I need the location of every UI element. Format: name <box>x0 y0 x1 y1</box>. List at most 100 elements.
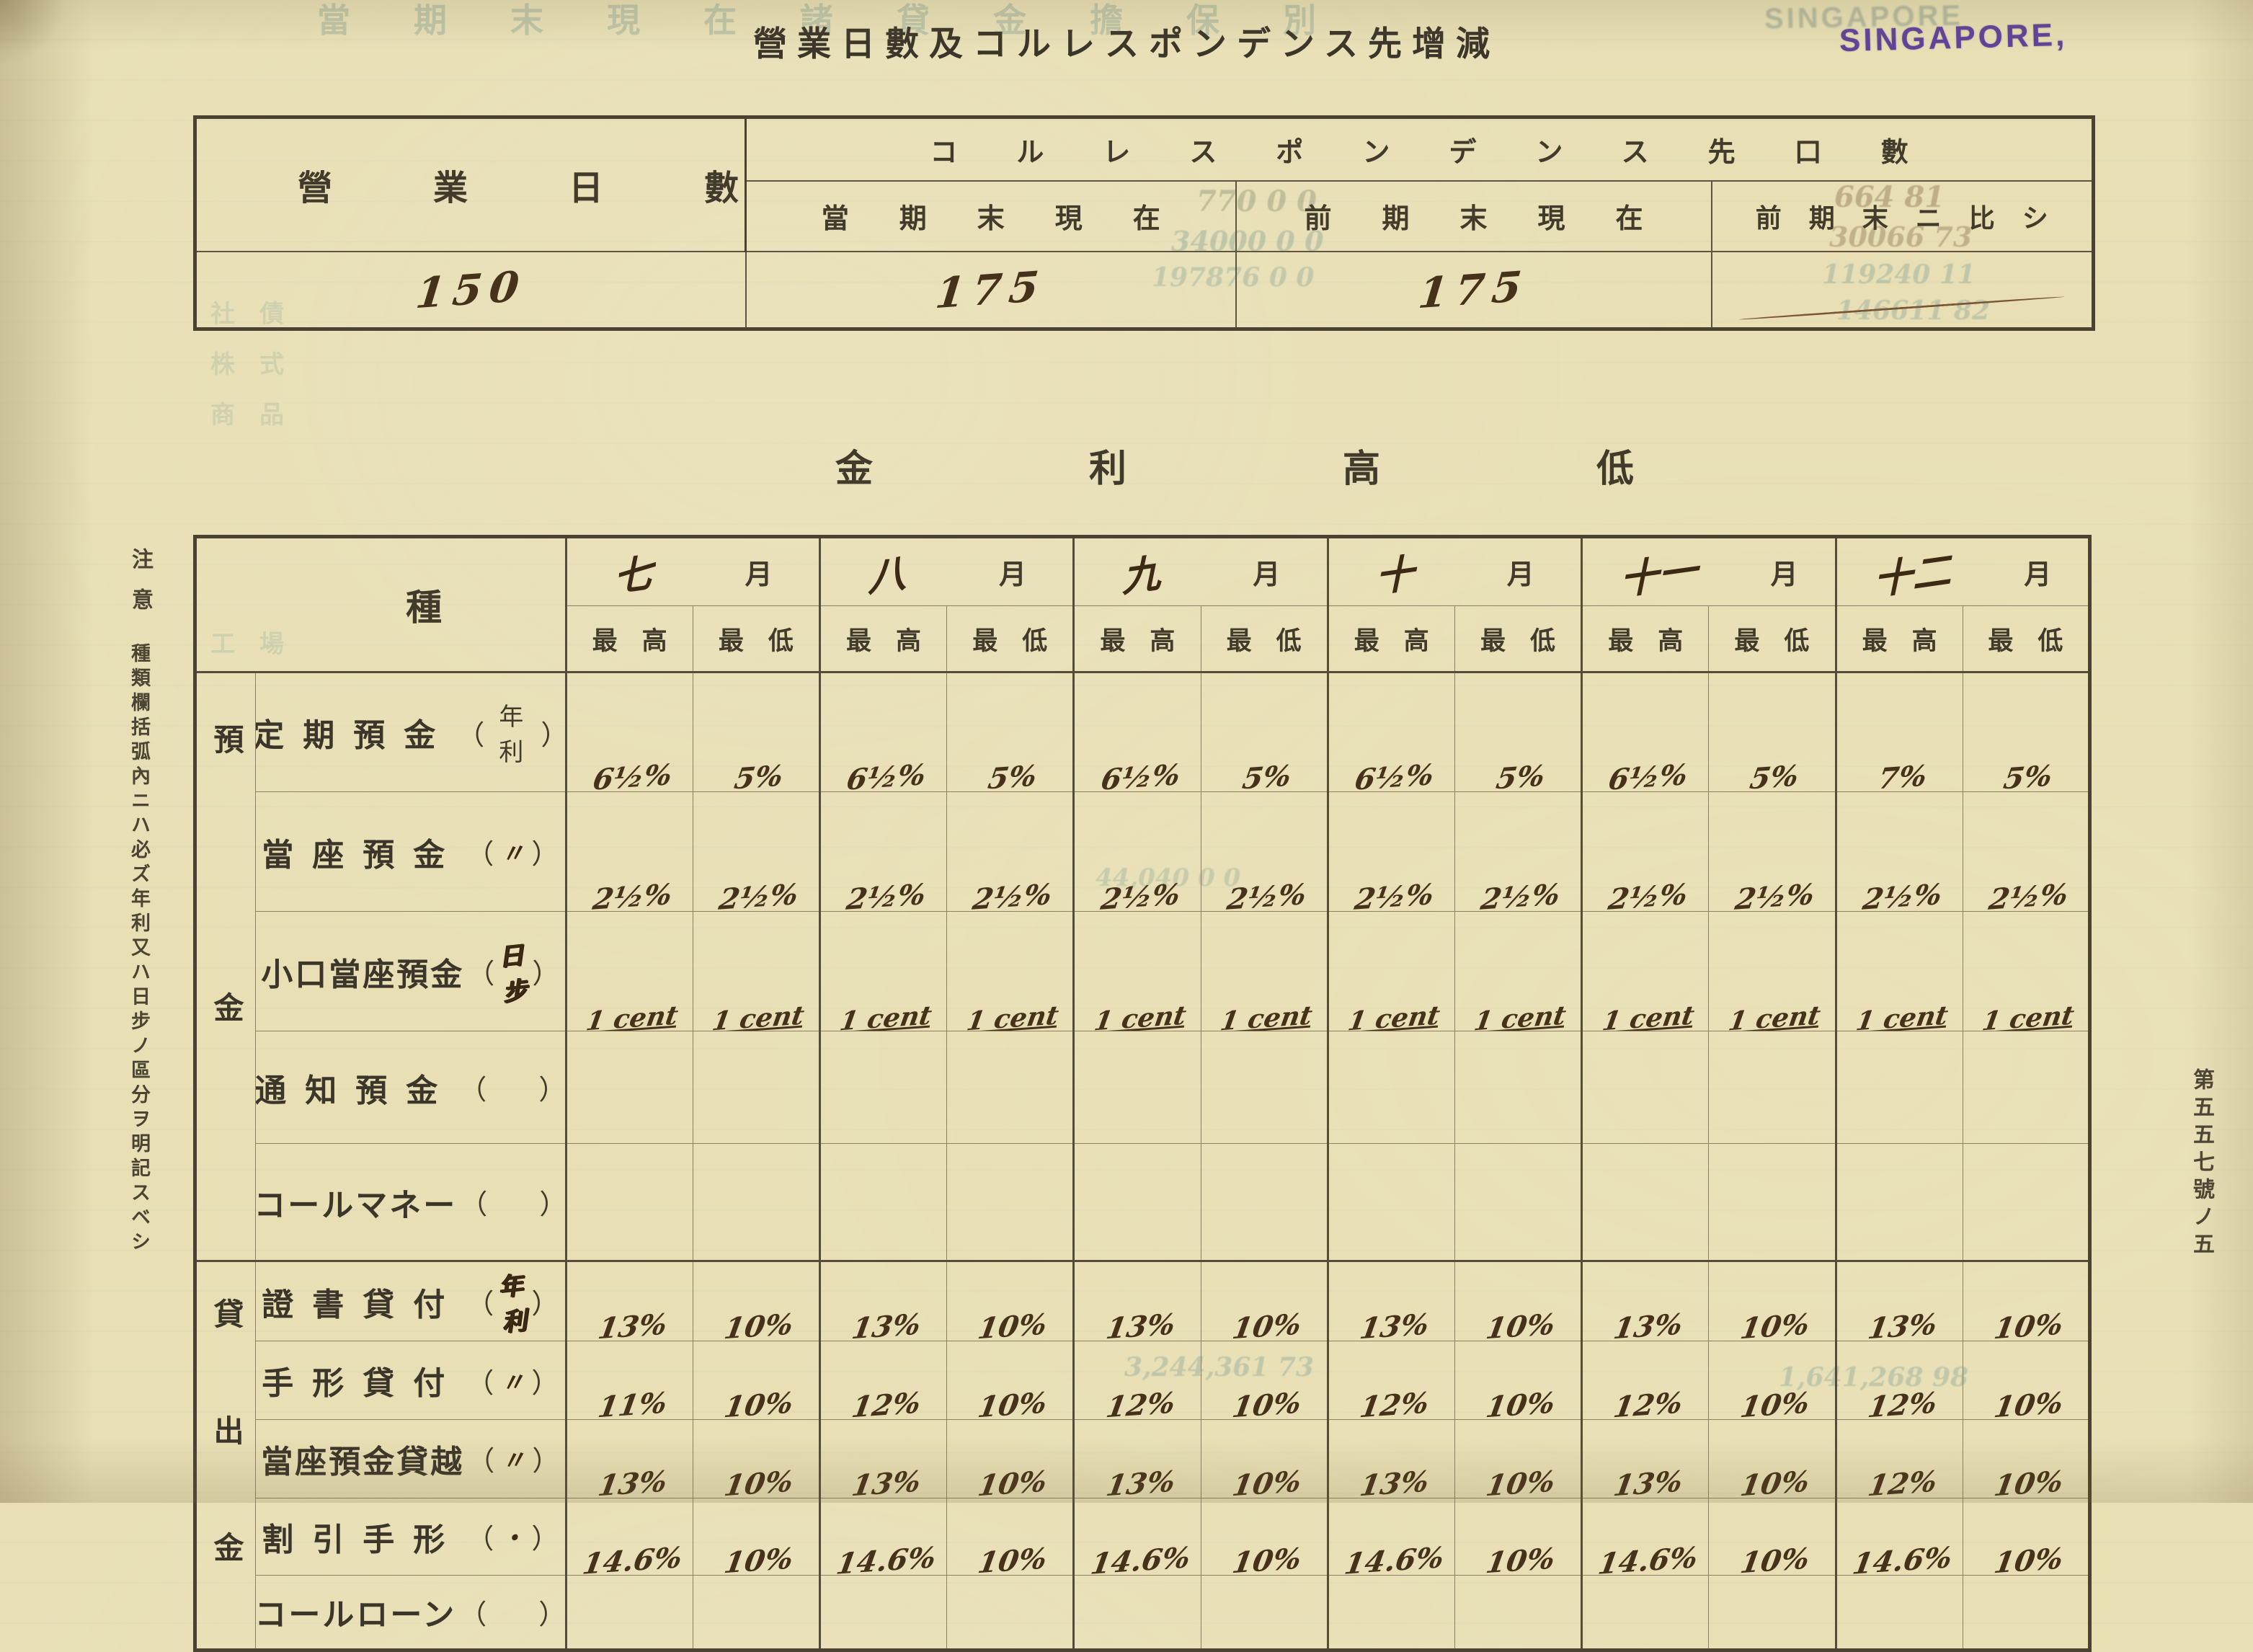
subheader-min: 最低 <box>1962 605 2091 673</box>
rate-cell: 13% <box>1581 1418 1710 1498</box>
row-label: 割引手形（・） <box>255 1497 567 1576</box>
group-deposits: 預金 <box>194 672 257 1261</box>
rate-cell: 10% <box>1962 1341 2091 1420</box>
rate-cell <box>1834 1030 1963 1145</box>
rate-cell <box>564 1030 693 1145</box>
month-november: 十一月 <box>1581 536 1836 606</box>
rate-cell <box>1581 1143 1710 1261</box>
rate-cell: 2½% <box>1581 791 1710 912</box>
rate-cell: 13% <box>564 1418 693 1498</box>
bleedthrough-label: 株式 <box>210 352 308 378</box>
change-value-cell <box>1710 250 2094 330</box>
col-previous-period-end: 前期末現在 <box>1235 179 1712 252</box>
rate-cell <box>1834 1574 1963 1651</box>
rate-cell: 13% <box>1072 1259 1201 1342</box>
rate-row-call-loans: コールローン（） <box>195 1574 2091 1651</box>
rate-cell: 5% <box>1200 672 1328 792</box>
rate-cell: 5% <box>1962 672 2091 792</box>
rate-cell: 13% <box>818 1418 948 1498</box>
rate-cell: 10% <box>1454 1497 1583 1576</box>
rate-row-discounted-bills: 割引手形（・） 14.6% 10% 14.6% 10% 14.6% 10% 14… <box>195 1497 2091 1576</box>
rate-cell: 1 cent <box>1326 911 1455 1031</box>
rate-cell: 2½% <box>1200 791 1328 912</box>
col-change-vs-previous: 前期末ニ比シ <box>1710 179 2094 252</box>
rate-cell: 10% <box>692 1259 820 1342</box>
kind-header-cell: 種類 <box>195 536 567 673</box>
month-august: 八月 <box>818 536 1075 606</box>
rate-cell: 6½% <box>564 672 693 792</box>
rates-section-title: 金利高低 <box>835 449 1850 490</box>
margin-note-text: 種類欄括弧內ニハ必ズ年利又ハ日步ノ區分ヲ明記スベシ <box>128 643 150 1256</box>
row-label: 當座預金貸越（〃） <box>255 1418 567 1498</box>
no-change-slash-mark <box>1738 296 2065 321</box>
rate-cell <box>1962 1143 2091 1261</box>
rate-cell: 12% <box>1834 1341 1963 1420</box>
rate-row-bill-loans: 手形貸付（〃） 11% 10% 12% 10% 12% 10% 12% 10% … <box>195 1341 2091 1420</box>
rate-cell <box>1454 1030 1583 1145</box>
rate-cell: 13% <box>1326 1259 1455 1342</box>
rate-cell: 6½% <box>1581 672 1710 792</box>
rate-cell <box>1708 1574 1836 1651</box>
subheader-max: 最高 <box>818 605 948 673</box>
subheader-min: 最低 <box>1708 605 1836 673</box>
correspondents-header: コルレスポンデンス先口數 <box>745 116 2094 182</box>
row-label: 證書貸付（年利） <box>255 1259 567 1342</box>
rate-cell: 10% <box>1708 1497 1836 1576</box>
rate-row-call-money: コールマネー（） <box>195 1143 2091 1261</box>
rate-cell: 2½% <box>1454 791 1583 912</box>
rate-cell: 2½% <box>692 791 820 912</box>
row-label: 通知預金（） <box>255 1030 567 1145</box>
row-label: コールローン（） <box>255 1574 567 1651</box>
rate-cell <box>692 1143 820 1261</box>
page-title: 營業日數及コルレスポンデンス先增減 <box>752 26 1501 63</box>
business-days-header: 營業日數 <box>194 116 747 252</box>
rate-cell: 1 cent <box>564 911 693 1031</box>
rate-cell: 13% <box>1834 1259 1963 1342</box>
row-label: 小口當座預金（日步） <box>255 911 567 1031</box>
rate-cell: 2½% <box>1708 791 1836 912</box>
subheader-max: 最高 <box>1326 605 1455 673</box>
previous-period-value: 175 <box>1235 250 1712 330</box>
rate-cell <box>1581 1030 1710 1145</box>
rate-cell: 2½% <box>1326 791 1455 912</box>
col-current-period-end: 當期末現在 <box>745 179 1237 252</box>
row-label: 手形貸付（〃） <box>255 1341 567 1420</box>
month-header-row: 種類 七月 八月 九月 十月 十一月 十二月 <box>195 536 2090 673</box>
rate-cell <box>1834 1143 1963 1261</box>
rate-cell <box>1326 1143 1455 1261</box>
rate-cell <box>818 1574 948 1651</box>
row-label: 定期預金（年利） <box>255 672 567 792</box>
rate-cell: 10% <box>1200 1497 1328 1576</box>
month-september: 九月 <box>1072 536 1328 606</box>
rate-row-deed-loans: 貸出金 證書貸付（年利） 13% 10% 13% 10% 13% 10% 13%… <box>194 1259 2091 1651</box>
rate-cell: 5% <box>1454 672 1583 792</box>
rate-cell: 10% <box>946 1497 1075 1576</box>
rate-cell <box>1454 1574 1583 1651</box>
rate-cell: 1 cent <box>1454 911 1583 1031</box>
rate-cell: 2½% <box>1962 791 2091 912</box>
rate-cell: 10% <box>1454 1418 1583 1498</box>
rate-cell: 5% <box>1708 672 1836 792</box>
rate-cell <box>1072 1030 1201 1145</box>
rate-cell: 6½% <box>1072 672 1201 792</box>
rate-cell: 13% <box>1326 1418 1455 1498</box>
rate-cell: 10% <box>946 1418 1075 1498</box>
rate-cell: 13% <box>1072 1418 1201 1498</box>
row-label: コールマネー（） <box>255 1143 567 1261</box>
group-loans: 貸出金 <box>194 1260 257 1651</box>
summary-table: 營業日數 コルレスポンデンス先口數 當期末現在 前期末現在 前期末ニ比シ 150… <box>193 115 2096 331</box>
current-period-value: 175 <box>745 250 1237 330</box>
rate-cell: 14.6% <box>818 1497 948 1576</box>
rate-row-time-deposit: 預金 定期預金（年利） 6½% 5% 6½% 5% 6½% 5% 6½% 5% … <box>194 672 2091 1261</box>
rate-cell: 5% <box>946 672 1075 792</box>
rate-cell: 10% <box>692 1341 820 1420</box>
rate-cell: 10% <box>946 1259 1075 1342</box>
rate-cell: 12% <box>818 1341 948 1420</box>
rate-cell: 12% <box>1072 1341 1201 1420</box>
form-number: 第五五七號ノ五 <box>2190 1068 2213 1260</box>
rate-cell: 2½% <box>1834 791 1963 912</box>
rate-cell <box>1072 1574 1201 1651</box>
rate-cell <box>818 1030 948 1145</box>
subheader-max: 最高 <box>1581 605 1710 673</box>
